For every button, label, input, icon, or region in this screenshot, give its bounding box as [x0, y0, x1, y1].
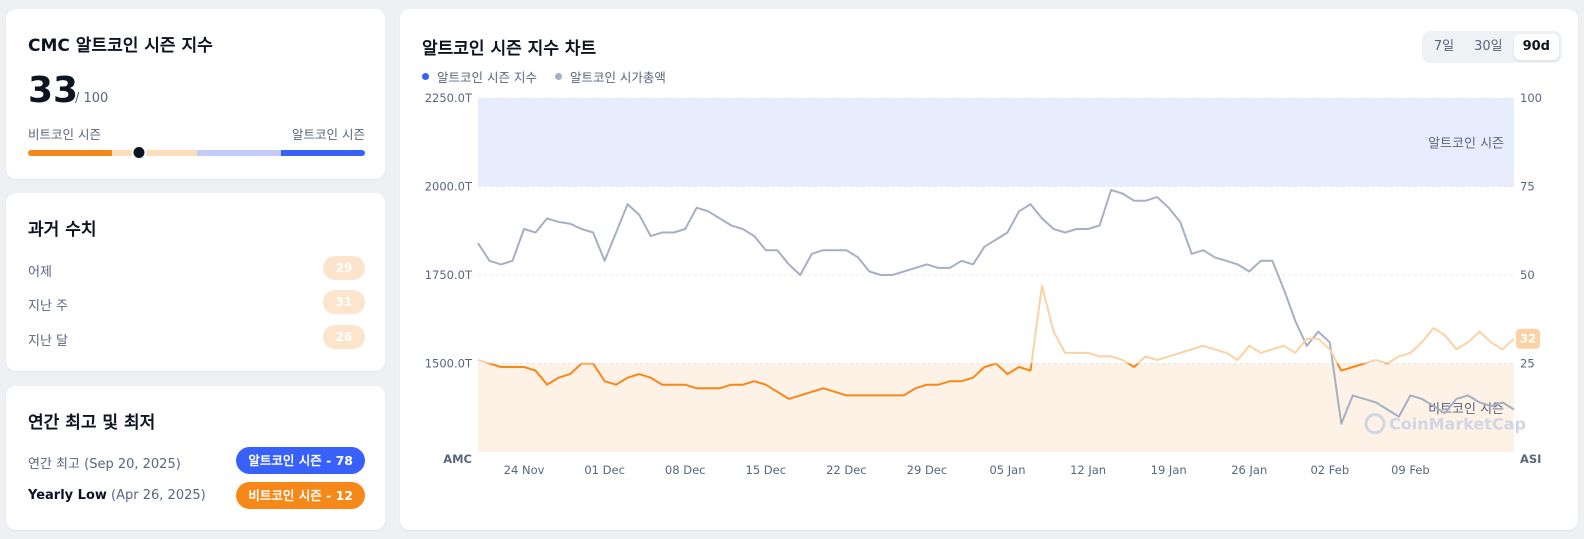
- history-value-badge: 31: [323, 290, 365, 314]
- history-row-last-week: 지난 주 31: [28, 290, 365, 316]
- right-axis-name: ASI: [1520, 452, 1541, 466]
- end-value-badge: [1516, 328, 1540, 349]
- right-axis-tick: 25: [1520, 357, 1535, 371]
- gauge-left-label: 비트코인 시즌: [28, 127, 101, 142]
- range-tab-30d[interactable]: 30일: [1474, 39, 1503, 54]
- x-axis-tick: 01 Dec: [584, 463, 625, 477]
- yearly-high-row: 연간 최고 (Sep 20, 2025) 알트코인 시즌 - 78: [28, 447, 365, 475]
- yearly-low-row: Yearly Low (Apr 26, 2025) 비트코인 시즌 - 12: [28, 482, 365, 510]
- time-range-tabs: 7일 30일 90d: [1421, 31, 1562, 63]
- x-axis-tick: 24 Nov: [504, 463, 545, 477]
- chart-title: 알트코인 시즌 지수 차트: [422, 39, 597, 59]
- gauge-indicator: [131, 145, 147, 160]
- index-value: 33: [28, 70, 79, 111]
- yearly-high-title: 연간 최고: [28, 457, 80, 472]
- gauge-segment: [196, 150, 281, 156]
- history-row-yesterday: 어제 29: [28, 256, 365, 282]
- range-tab-7d[interactable]: 7일: [1433, 39, 1455, 54]
- index-card-title: CMC 알트코인 시즌 지수: [28, 36, 213, 56]
- history-label: 어제: [28, 265, 52, 280]
- chart-legend: 알트코인 시즌 지수 알트코인 시가총액: [422, 67, 666, 86]
- end-value-label: 32: [1520, 332, 1536, 346]
- history-value-badge: 26: [323, 325, 365, 349]
- yearly-high-label: 연간 최고 (Sep 20, 2025): [28, 453, 181, 472]
- yearly-low-date: (Apr 26, 2025): [111, 488, 206, 503]
- yearly-low-title: Yearly Low: [28, 488, 107, 503]
- chart-plot[interactable]: 1500.0T 1750.0T 2000.0T 2250.0T 25 50 75 100 AMC…: [400, 9, 1578, 530]
- history-card-title: 과거 수치: [28, 220, 97, 240]
- gauge-segment: [112, 150, 197, 156]
- right-axis-tick: 50: [1520, 268, 1535, 282]
- legend-dot-icon: [422, 73, 429, 80]
- altcoin-index-card: CMC 알트코인 시즌 지수 33 / 100 비트코인 시즌 알트코인 시즌: [6, 9, 385, 179]
- gauge-segment: [280, 150, 365, 156]
- historical-values-card: 과거 수치 어제 29 지난 주 31 지난 달 26: [6, 193, 385, 371]
- legend-item-marketcap[interactable]: 알트코인 시가총액: [554, 67, 666, 86]
- left-axis-tick: 1500.0T: [425, 357, 473, 371]
- x-axis-tick: 02 Feb: [1310, 463, 1349, 477]
- zone-label-bitcoin: 비트코인 시즌: [1428, 402, 1504, 417]
- x-axis-tick: 08 Dec: [665, 463, 706, 477]
- coinmarketcap-logo-icon: [1364, 413, 1386, 435]
- series-line-index: [486, 363, 1390, 400]
- x-axis-tick: 26 Jan: [1231, 463, 1267, 477]
- yearly-low-pill: 비트코인 시즌 - 12: [236, 482, 365, 509]
- x-axis-tick: 15 Dec: [746, 463, 787, 477]
- yearly-card-title: 연간 최고 및 최저: [28, 413, 156, 433]
- legend-label: 알트코인 시즌 지수: [437, 70, 537, 85]
- legend-dot-icon: [554, 73, 562, 80]
- right-axis-tick: 75: [1520, 180, 1535, 194]
- x-axis-tick: 22 Dec: [826, 463, 867, 477]
- x-axis-tick: 09 Feb: [1391, 463, 1430, 477]
- zone-label-altcoin: 알트코인 시즌: [1428, 136, 1504, 151]
- altcoin-season-chart-card: 알트코인 시즌 지수 차트 7일 30일 90d 알트코인 시즌 지수 알트코인…: [400, 9, 1578, 530]
- gauge-right-label: 알트코인 시즌: [292, 127, 365, 142]
- yearly-high-date: (Sep 20, 2025): [84, 457, 181, 472]
- x-axis-tick: 05 Jan: [989, 463, 1025, 477]
- history-value-badge: 29: [323, 256, 365, 280]
- watermark: CoinMarketCap: [1389, 415, 1526, 434]
- index-max: / 100: [75, 91, 109, 106]
- left-axis-name: AMC: [443, 452, 472, 466]
- history-row-last-month: 지난 달 26: [28, 325, 365, 351]
- yearly-low-label: Yearly Low (Apr 26, 2025): [28, 488, 206, 503]
- range-tab-90d[interactable]: 90d: [1513, 34, 1559, 60]
- left-axis-tick: 2250.0T: [425, 91, 473, 105]
- legend-label: 알트코인 시가총액: [569, 70, 666, 85]
- x-axis-tick: 12 Jan: [1070, 463, 1106, 477]
- right-axis-tick: 100: [1520, 91, 1542, 105]
- season-gauge-bar: [28, 150, 365, 156]
- history-label: 지난 달: [28, 334, 69, 349]
- gauge-segment: [28, 150, 113, 156]
- left-axis-tick: 1750.0T: [425, 268, 473, 282]
- x-axis-tick: 29 Dec: [907, 463, 948, 477]
- yearly-high-pill: 알트코인 시즌 - 78: [236, 447, 365, 474]
- altcoin-season-zone: [478, 98, 1514, 187]
- history-label: 지난 주: [28, 299, 69, 314]
- legend-item-index[interactable]: 알트코인 시즌 지수: [422, 67, 537, 86]
- yearly-high-low-card: 연간 최고 및 최저 연간 최고 (Sep 20, 2025) 알트코인 시즌 …: [6, 386, 385, 530]
- series-line-marketcap: [477, 189, 1515, 425]
- x-axis-tick: 19 Jan: [1151, 463, 1187, 477]
- left-axis-tick: 2000.0T: [425, 180, 473, 194]
